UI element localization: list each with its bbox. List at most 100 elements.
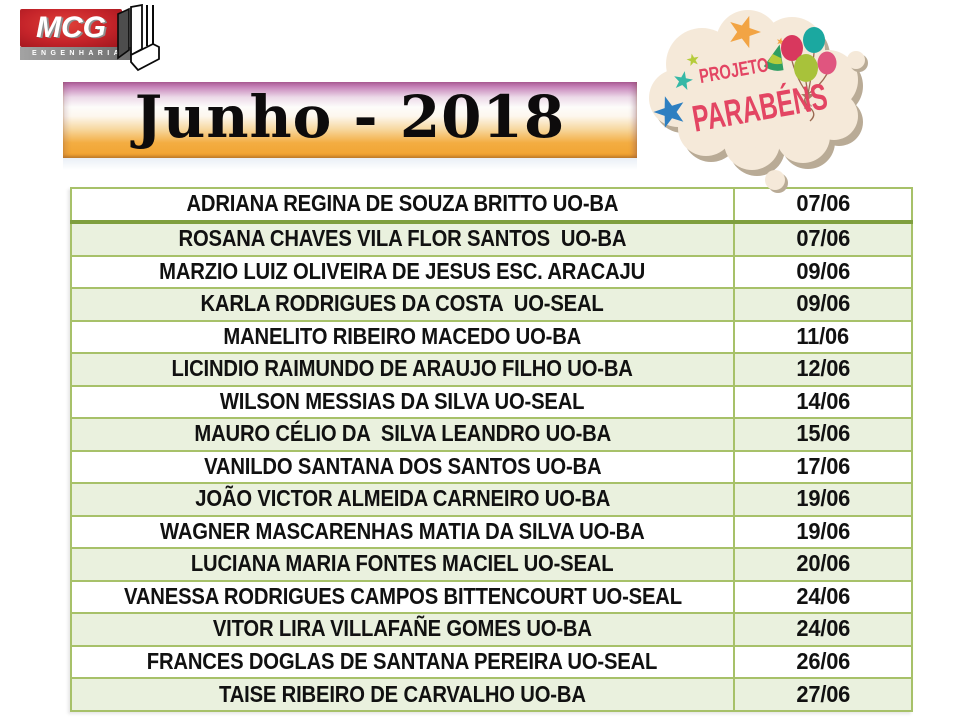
date-cell: 19/06 xyxy=(733,482,913,517)
name-cell: WAGNER MASCARENHAS MATIA DA SILVA UO-BA xyxy=(70,514,735,550)
birthday-date: 24/06 xyxy=(796,582,850,609)
person-name: VANILDO SANTANA DOS SANTOS UO-BA xyxy=(203,452,602,479)
name-cell: VANILDO SANTANA DOS SANTOS UO-BA xyxy=(70,449,735,485)
name-cell: VANESSA RODRIGUES CAMPOS BITTENCOURT UO-… xyxy=(70,579,735,615)
person-name: ADRIANA REGINA DE SOUZA BRITTO UO-BA xyxy=(186,190,619,217)
name-cell: LICINDIO RAIMUNDO DE ARAUJO FILHO UO-BA xyxy=(70,352,735,387)
name-cell: MARZIO LUIZ OLIVEIRA DE JESUS ESC. ARACA… xyxy=(70,254,735,290)
birthday-date: 09/06 xyxy=(796,257,850,284)
date-cell: 07/06 xyxy=(733,187,913,224)
person-name: LICINDIO RAIMUNDO DE ARAUJO FILHO UO-BA xyxy=(171,355,634,382)
person-name: FRANCES DOGLAS DE SANTANA PEREIRA UO-SEA… xyxy=(147,648,658,674)
table-row: ROSANA CHAVES VILA FLOR SANTOS UO-BA 07/… xyxy=(70,220,913,257)
date-cell: 17/06 xyxy=(733,449,913,485)
date-cell: 14/06 xyxy=(733,384,913,420)
birthday-date: 09/06 xyxy=(796,290,850,317)
birthday-date: 27/06 xyxy=(796,680,850,707)
person-name: MANELITO RIBEIRO MACEDO UO-BA xyxy=(223,322,582,349)
table-row: VANESSA RODRIGUES CAMPOS BITTENCOURT UO-… xyxy=(70,579,913,615)
table-row: VITOR LIRA VILLAFAÑE GOMES UO-BA 24/06 xyxy=(70,612,913,647)
person-name: JOÃO VICTOR ALMEIDA CARNEIRO UO-BA xyxy=(195,485,610,512)
title-banner: Junho - 2018 xyxy=(63,82,637,158)
table-row: WILSON MESSIAS DA SILVA UO-SEAL 14/06 xyxy=(70,384,913,420)
badge-line2: PARABÉNS xyxy=(689,76,830,140)
table-row: MAURO CÉLIO DA SILVA LEANDRO UO-BA 15/06 xyxy=(70,417,913,452)
person-name: WILSON MESSIAS DA SILVA UO-SEAL xyxy=(220,387,585,414)
stars-icon xyxy=(649,10,765,130)
mcg-logo-gray-bar: ENGENHARIA xyxy=(20,47,131,60)
name-cell: LUCIANA MARIA FONTES MACIEL UO-SEAL xyxy=(70,547,735,582)
name-cell: MAURO CÉLIO DA SILVA LEANDRO UO-BA xyxy=(70,417,735,452)
birthday-table: ADRIANA REGINA DE SOUZA BRITTO UO-BA 07/… xyxy=(70,187,913,712)
name-cell: JOÃO VICTOR ALMEIDA CARNEIRO UO-BA xyxy=(70,482,735,517)
date-cell: 09/06 xyxy=(733,287,913,322)
table-row: JOÃO VICTOR ALMEIDA CARNEIRO UO-BA 19/06 xyxy=(70,482,913,517)
person-name: MARZIO LUIZ OLIVEIRA DE JESUS ESC. ARACA… xyxy=(159,257,646,284)
projeto-parabens-badge: PROJETO PARABÉNS xyxy=(649,10,868,193)
name-cell: ADRIANA REGINA DE SOUZA BRITTO UO-BA xyxy=(70,187,735,224)
birthday-date: 17/06 xyxy=(796,452,850,479)
person-name: ROSANA CHAVES VILA FLOR SANTOS UO-BA xyxy=(178,225,627,252)
book-icon xyxy=(117,4,160,72)
birthday-date: 14/06 xyxy=(796,387,850,414)
date-cell: 26/06 xyxy=(733,644,913,680)
table-row: MARZIO LUIZ OLIVEIRA DE JESUS ESC. ARACA… xyxy=(70,254,913,290)
badge-line1: PROJETO xyxy=(698,54,771,88)
date-cell: 19/06 xyxy=(733,514,913,550)
mcg-subtitle-text: ENGENHARIA xyxy=(31,50,124,57)
birthday-date: 11/06 xyxy=(796,322,850,349)
date-cell: 07/06 xyxy=(733,220,913,257)
table-row: VANILDO SANTANA DOS SANTOS UO-BA 17/06 xyxy=(70,449,913,485)
date-cell: 15/06 xyxy=(733,417,913,452)
birthday-date: 19/06 xyxy=(796,517,850,544)
date-cell: 24/06 xyxy=(733,612,913,647)
date-cell: 27/06 xyxy=(733,677,913,712)
birthday-date: 24/06 xyxy=(796,615,850,642)
table-row: TAISE RIBEIRO DE CARVALHO UO-BA 27/06 xyxy=(70,677,913,712)
birthday-date: 07/06 xyxy=(796,190,850,217)
cloud-shape xyxy=(649,10,863,176)
mcg-logo: MCG ENGENHARIA xyxy=(20,4,170,72)
name-cell: ROSANA CHAVES VILA FLOR SANTOS UO-BA xyxy=(70,220,735,257)
table-row: WAGNER MASCARENHAS MATIA DA SILVA UO-BA … xyxy=(70,514,913,550)
person-name: TAISE RIBEIRO DE CARVALHO UO-BA xyxy=(219,680,586,707)
table-row: FRANCES DOGLAS DE SANTANA PEREIRA UO-SEA… xyxy=(70,644,913,680)
table-row: ADRIANA REGINA DE SOUZA BRITTO UO-BA 07/… xyxy=(70,187,913,224)
mcg-logo-red-box: MCG xyxy=(20,9,122,47)
person-name: WAGNER MASCARENHAS MATIA DA SILVA UO-BA xyxy=(160,517,645,544)
name-cell: WILSON MESSIAS DA SILVA UO-SEAL xyxy=(70,384,735,420)
table-row: LICINDIO RAIMUNDO DE ARAUJO FILHO UO-BA … xyxy=(70,352,913,387)
birthday-date: 12/06 xyxy=(796,355,850,382)
table-row: LUCIANA MARIA FONTES MACIEL UO-SEAL 20/0… xyxy=(70,547,913,582)
name-cell: TAISE RIBEIRO DE CARVALHO UO-BA xyxy=(70,677,735,712)
party-hat-icon xyxy=(763,36,786,71)
date-cell: 12/06 xyxy=(733,352,913,387)
date-cell: 11/06 xyxy=(733,319,913,355)
table-body: ADRIANA REGINA DE SOUZA BRITTO UO-BA 07/… xyxy=(70,187,913,712)
mcg-brand-text: MCG xyxy=(36,11,106,44)
table-row: KARLA RODRIGUES DA COSTA UO-SEAL 09/06 xyxy=(70,287,913,322)
name-cell: FRANCES DOGLAS DE SANTANA PEREIRA UO-SEA… xyxy=(70,644,735,680)
balloons-icon xyxy=(781,27,837,122)
person-name: MAURO CÉLIO DA SILVA LEANDRO UO-BA xyxy=(194,420,611,447)
banner-reflection xyxy=(63,158,637,170)
person-name: LUCIANA MARIA FONTES MACIEL UO-SEAL xyxy=(191,550,614,577)
person-name: VANESSA RODRIGUES CAMPOS BITTENCOURT UO-… xyxy=(123,582,682,609)
person-name: KARLA RODRIGUES DA COSTA UO-SEAL xyxy=(200,290,605,317)
birthday-date: 07/06 xyxy=(796,225,850,252)
name-cell: KARLA RODRIGUES DA COSTA UO-SEAL xyxy=(70,287,735,322)
birthday-date: 20/06 xyxy=(796,550,850,577)
name-cell: VITOR LIRA VILLAFAÑE GOMES UO-BA xyxy=(70,612,735,647)
table-row: MANELITO RIBEIRO MACEDO UO-BA 11/06 xyxy=(70,319,913,355)
date-cell: 24/06 xyxy=(733,579,913,615)
cloud-bubbles xyxy=(765,51,868,193)
page-title: Junho - 2018 xyxy=(134,83,566,151)
date-cell: 20/06 xyxy=(733,547,913,582)
person-name: VITOR LIRA VILLAFAÑE GOMES UO-BA xyxy=(213,615,592,642)
birthday-date: 15/06 xyxy=(796,420,850,447)
date-cell: 09/06 xyxy=(733,254,913,290)
birthday-date: 26/06 xyxy=(796,648,850,674)
birthday-date: 19/06 xyxy=(796,485,850,512)
name-cell: MANELITO RIBEIRO MACEDO UO-BA xyxy=(70,319,735,355)
